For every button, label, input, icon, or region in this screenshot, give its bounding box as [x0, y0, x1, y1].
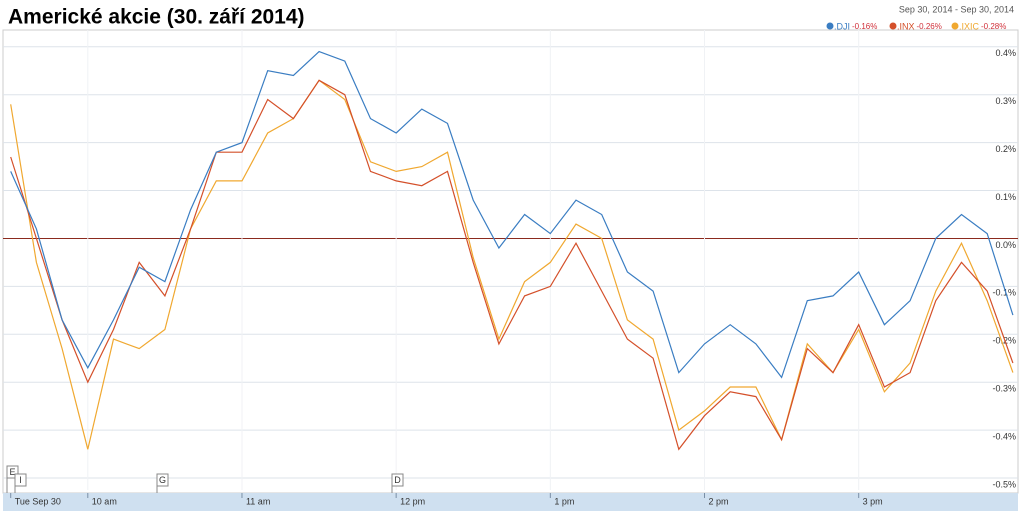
x-tick-label: 12 pm	[400, 496, 425, 506]
series-line	[10, 79, 1014, 450]
y-tick-label: -0.2%	[992, 336, 1016, 346]
legend-marker	[889, 22, 897, 30]
flag-label: I	[19, 475, 22, 485]
chart-title: Americké akcie (30. září 2014)	[8, 6, 305, 29]
y-tick-label: -0.4%	[992, 431, 1016, 441]
flag	[156, 473, 169, 487]
x-tick-label: Tue Sep 30	[15, 496, 61, 506]
flag-label: E	[9, 467, 15, 477]
date-range: Sep 30, 2014 - Sep 30, 2014	[899, 4, 1014, 14]
y-tick-label: 0.3%	[995, 96, 1016, 106]
y-tick-label: -0.1%	[992, 288, 1016, 298]
x-tick-label: 3 pm	[863, 496, 883, 506]
y-tick-label: 0.4%	[995, 48, 1016, 58]
y-tick-label: 0.1%	[995, 192, 1016, 202]
legend-label: .DJI	[834, 21, 850, 31]
flag	[14, 473, 27, 487]
legend-change: -0.28%	[981, 22, 1006, 31]
legend-change: -0.26%	[917, 22, 942, 31]
legend-change: -0.16%	[852, 22, 877, 31]
time-bar	[3, 493, 1018, 511]
legend-marker	[951, 22, 959, 30]
y-tick-label: 0.2%	[995, 144, 1016, 154]
x-tick-label: 10 am	[92, 496, 117, 506]
legend-label: .IXIC	[959, 21, 980, 31]
legend-marker	[826, 22, 834, 30]
flag-label: D	[394, 475, 401, 485]
series-line	[10, 79, 1014, 451]
y-tick-label: 0.0%	[995, 240, 1016, 250]
flag	[6, 465, 19, 479]
y-tick-label: -0.3%	[992, 384, 1016, 394]
y-tick-label: -0.5%	[992, 479, 1016, 489]
flag	[391, 473, 404, 487]
x-tick-label: 2 pm	[709, 496, 729, 506]
x-tick-label: 11 am	[246, 496, 270, 506]
legend-label: .INX	[897, 21, 915, 31]
series-line	[10, 50, 1014, 379]
flag-label: G	[159, 475, 166, 485]
x-tick-label: 1 pm	[554, 496, 574, 506]
